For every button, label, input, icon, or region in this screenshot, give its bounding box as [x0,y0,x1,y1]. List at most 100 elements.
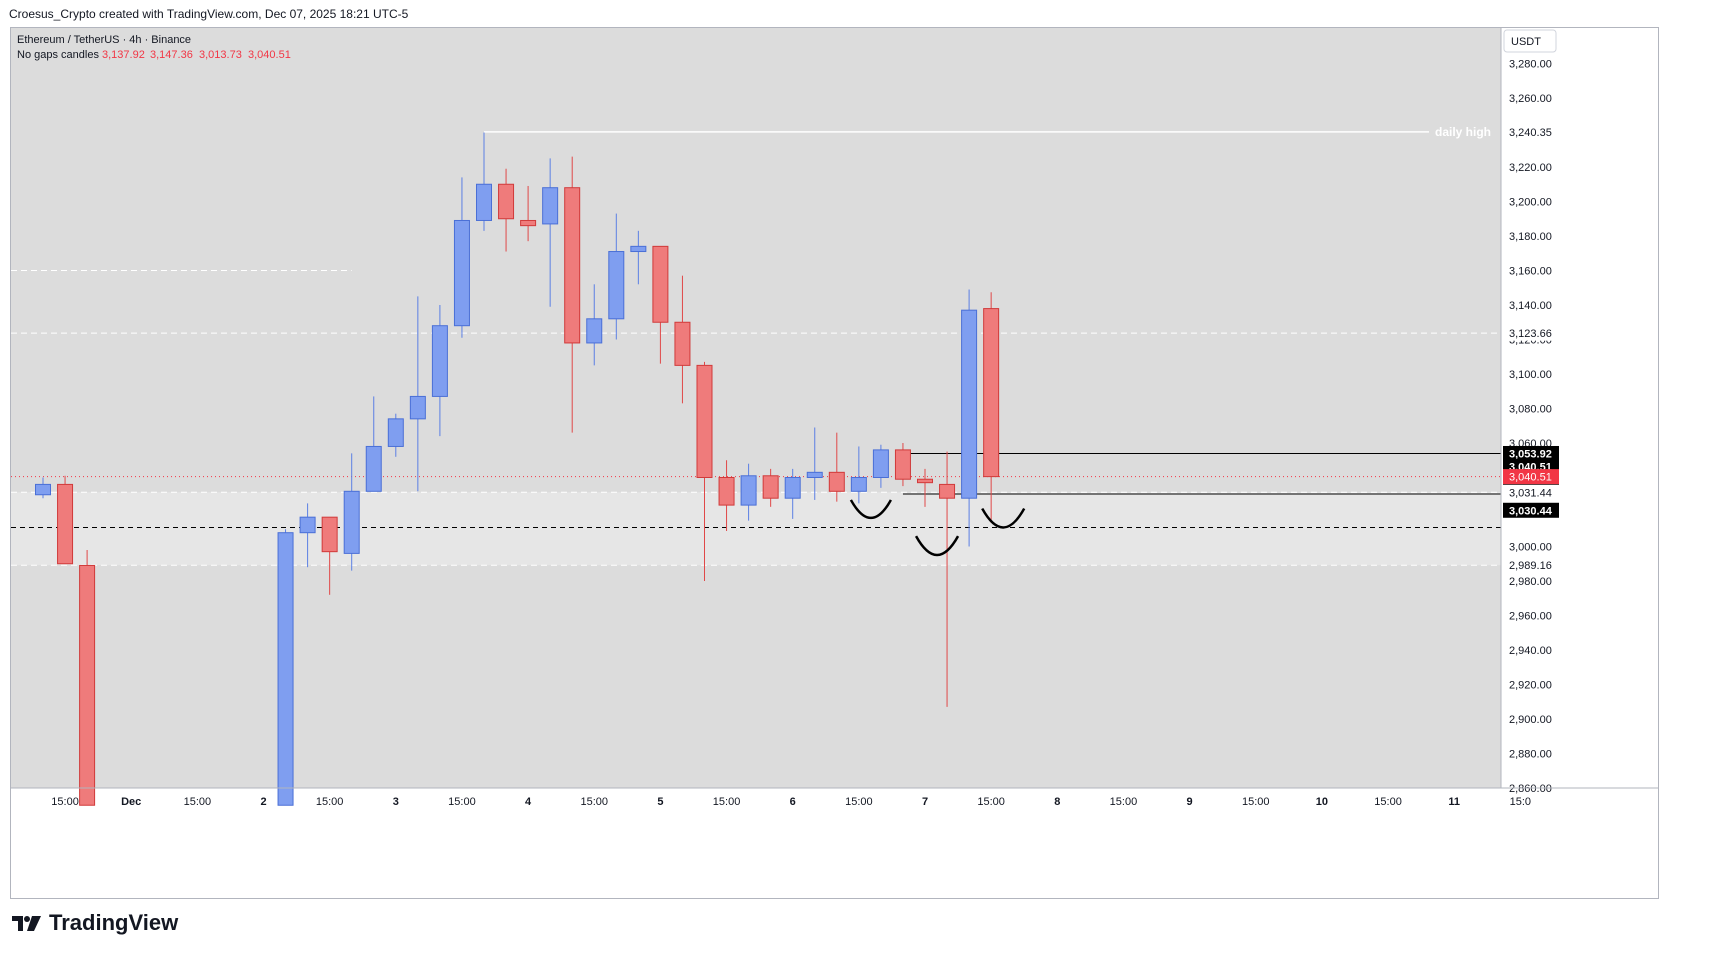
time-tick-label: 10 [1316,796,1328,808]
candle-body [35,483,51,496]
candle-body [806,471,823,479]
price-tag-label: 3,240.35 [1509,127,1552,139]
drawn-arc [914,535,960,557]
price-tick-label: 3,160.00 [1509,266,1552,278]
candle-body [299,516,316,534]
drawn-arc [849,499,892,519]
price-tick-label: 3,280.00 [1509,59,1552,71]
time-tick-label: 15:0 [1510,796,1531,808]
price-tick-label: 3,180.00 [1509,231,1552,243]
price-tag [1503,469,1559,485]
time-tick-label: 4 [525,796,532,808]
candle-body [740,475,757,506]
candle-body [387,418,404,447]
time-tick-label: 8 [1054,796,1060,808]
time-tick-label: 15:00 [713,796,741,808]
candle-body [961,309,978,499]
tradingview-logo-text: TradingView [49,910,179,935]
candle-body [431,325,448,397]
price-tick-label: 3,140.00 [1509,300,1552,312]
legend-symbol: Ethereum / TetherUS · 4h · Binance [17,34,191,46]
price-tag [1503,445,1559,461]
price-tick-label: 2,940.00 [1509,645,1552,657]
price-tick-label: 2,960.00 [1509,611,1552,623]
candle-body [277,532,294,806]
time-tick-label: Dec [121,796,141,808]
price-tag-label: 3,031.44 [1509,487,1552,499]
candle-body [917,478,933,484]
time-tick-label: 15:00 [51,796,79,808]
candle-body [321,516,338,553]
time-tick-label: 15:00 [316,796,344,808]
time-tick-label: 15:00 [184,796,212,808]
candle-body [409,395,426,420]
price-tick-label: 3,200.00 [1509,197,1552,209]
candle-body [476,183,492,221]
candlestick-chart[interactable]: daily high 3,280.003,260.003,240.003,220… [11,28,1658,898]
candle-body [57,483,74,565]
legend-high: 3,147.36 [150,49,193,61]
candle-body [453,219,470,327]
time-tick-label: 2 [260,796,266,808]
candle-body [894,449,911,480]
attribution-text: Croesus_Crypto created with TradingView.… [9,7,409,21]
price-tag-label: 3,123.66 [1509,328,1552,340]
candle-body [586,318,603,344]
time-tick-label: 9 [1187,796,1193,808]
time-tick-label: 3 [393,796,399,808]
candle-body [520,219,537,227]
price-tag [1503,484,1559,500]
candle-body [872,449,889,478]
price-tag [1503,325,1559,341]
tradingview-logo[interactable]: TradingView [11,910,178,936]
time-tick-label: 6 [790,796,796,808]
time-tick-label: 11 [1448,796,1460,808]
time-tick-label: 15:00 [845,796,873,808]
candle-body [718,477,735,506]
price-tick-label: 2,860.00 [1509,783,1552,795]
price-tick-label: 2,880.00 [1509,749,1552,761]
candle-body [79,564,96,806]
candle-body [983,308,1000,478]
time-tick-label: 15:00 [580,796,608,808]
candle-body [674,321,691,366]
price-tick-label: 2,980.00 [1509,576,1552,588]
price-tick-label: 3,220.00 [1509,162,1552,174]
daily-high-label: daily high [1435,125,1491,139]
candle-body [828,471,845,492]
price-axis [1501,28,1658,788]
time-tick-label: 15:00 [1242,796,1270,808]
candle-body [564,187,581,344]
chart-panel[interactable]: daily high 3,280.003,260.003,240.003,220… [10,27,1659,899]
legend-candle-type: No gaps candles [17,49,99,61]
price-tag [1503,502,1559,518]
price-tag [1503,557,1559,573]
candle-body [542,187,559,225]
time-tick-label: 5 [657,796,663,808]
time-tick-label: 15:00 [977,796,1005,808]
price-tick-label: 3,080.00 [1509,404,1552,416]
price-tick-label: 3,100.00 [1509,369,1552,381]
time-tick-label: 7 [922,796,928,808]
candle-body [343,490,360,554]
legend-open: 3,137.92 [102,49,145,61]
time-tick-label: 15:00 [1110,796,1138,808]
time-tick-label: 15:00 [448,796,476,808]
drawn-arc [981,507,1026,529]
time-tick-label: 15:00 [1374,796,1402,808]
candle-body [630,245,647,253]
price-tick-label: 2,920.00 [1509,680,1552,692]
candle-body [696,364,713,478]
price-tick-label: 2,900.00 [1509,714,1552,726]
candle-body [498,183,515,220]
legend-low: 3,013.73 [199,49,242,61]
price-tag-label: 3,053.92 [1509,448,1552,460]
price-tag-label: 3,040.51 [1509,472,1552,484]
candle-body [784,477,801,499]
candle-body [652,245,669,323]
currency-button[interactable] [1503,29,1557,53]
candle-body [939,483,956,499]
price-tick-label: 3,000.00 [1509,542,1552,554]
legend-close: 3,040.51 [248,49,291,61]
candle-body [365,445,382,492]
